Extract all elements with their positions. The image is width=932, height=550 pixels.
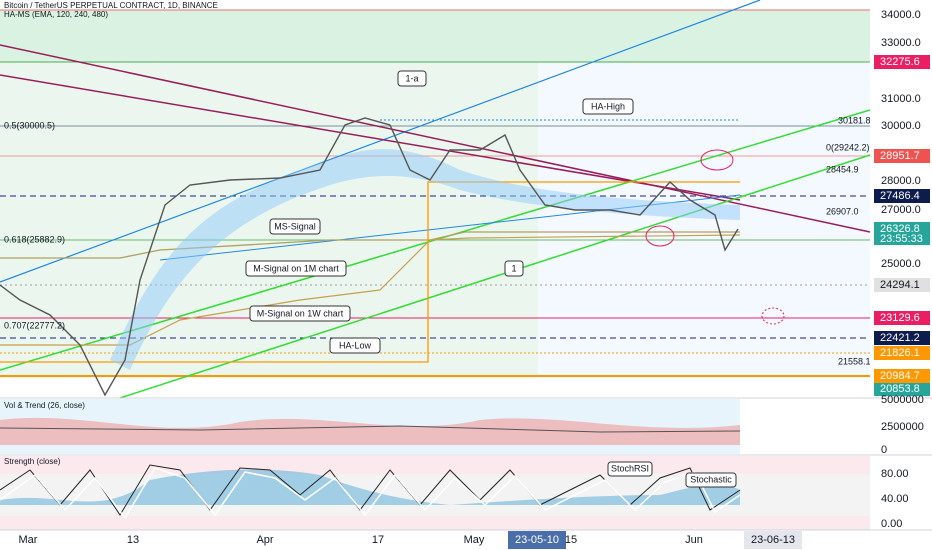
level-label: 0(29242.2)	[826, 142, 870, 152]
trend-line	[0, 44, 871, 233]
badge-text: 22421.2	[880, 332, 920, 344]
callout	[269, 218, 321, 235]
badge	[874, 55, 930, 69]
time-tick: 15	[565, 534, 577, 546]
badge-text: 26326.8	[880, 223, 920, 235]
price-axis	[870, 0, 932, 530]
callout-text: StochRSI	[611, 463, 649, 473]
level-label: 28454.9	[826, 164, 859, 174]
badge	[874, 346, 930, 360]
price-tick: 33000.0	[881, 37, 921, 49]
time-highlight	[508, 531, 566, 549]
badge	[874, 189, 930, 203]
badge	[874, 278, 930, 292]
zone-top	[0, 10, 870, 62]
badge	[874, 331, 930, 345]
fib-label: 0.5(30000.5)	[4, 120, 55, 130]
badge-text: 20853.8	[880, 383, 920, 395]
callout	[607, 461, 653, 477]
fib-label: 0.618(25882.9)	[4, 234, 65, 244]
level-label: 26907.0	[826, 206, 859, 216]
fib-label: 0.707(22777.2)	[4, 320, 65, 330]
badge	[874, 222, 930, 245]
time-tick: Jun	[685, 534, 703, 546]
price-tick: 34000.0	[881, 9, 921, 21]
callout	[329, 337, 381, 354]
time-tick: 13	[127, 534, 139, 546]
callout	[245, 260, 347, 277]
badge-text: 21826.1	[880, 347, 920, 359]
callout	[504, 260, 524, 277]
level-label: 21558.1	[838, 356, 871, 366]
badge-text: 20984.7	[880, 370, 920, 382]
callout-text: M-Signal on 1W chart	[257, 308, 344, 318]
level-label: 30181.8	[838, 115, 871, 125]
badge	[874, 311, 930, 325]
badge-text: 32275.6	[880, 56, 920, 68]
trend-line	[0, 74, 741, 201]
callout	[582, 98, 634, 115]
vol-tick: 0	[881, 444, 887, 456]
time-tick: 17	[372, 534, 384, 546]
callout-text: Stochastic	[690, 474, 732, 484]
pane-title: Strength (close)	[4, 457, 61, 466]
circle-mark	[761, 307, 785, 325]
callout	[397, 70, 427, 87]
time-tick: 23-06-13	[751, 534, 795, 546]
callout-text: MS-Signal	[274, 221, 316, 231]
indicator-title: HA-MS (EMA, 120, 240, 480)	[4, 10, 108, 19]
badge-text: 24294.1	[880, 279, 920, 291]
vol-tick: 5000000	[881, 394, 924, 406]
price-tick: 25000.0	[881, 258, 921, 270]
badge	[874, 149, 930, 163]
zone-left	[0, 62, 538, 378]
stoch-rsi-line	[0, 467, 741, 520]
strength-tick: 40.00	[881, 493, 909, 505]
circle-mark	[700, 149, 734, 171]
callout-text: HA-Low	[339, 340, 372, 350]
circle-mark	[645, 225, 675, 247]
callout-text: HA-High	[591, 101, 625, 111]
time-tick: Mar	[19, 534, 38, 546]
callout-text: M-Signal on 1M chart	[253, 263, 339, 273]
m-signal-1m	[0, 231, 740, 259]
pane-title: Vol & Trend (26, close)	[4, 401, 85, 410]
ms-ribbon	[110, 149, 740, 370]
strength-tick: 80.00	[881, 468, 909, 480]
badge-text: 27486.4	[880, 190, 920, 202]
callout-text: 1	[511, 263, 516, 273]
time-highlight	[744, 531, 802, 549]
price-tick: 31000.0	[881, 93, 921, 105]
vol-area	[0, 417, 740, 445]
callout	[249, 305, 351, 322]
time-tick: Apr	[256, 534, 273, 546]
trend-line	[119, 154, 871, 399]
ha-low-line	[0, 181, 740, 363]
vol-tick: 2500000	[881, 421, 924, 433]
price-tick: 27000.0	[881, 204, 921, 216]
time-tick: May	[464, 534, 485, 546]
trend-line	[0, 0, 761, 283]
price-tick: 28000.0	[881, 175, 921, 187]
badge-text: 23129.6	[880, 312, 920, 324]
badge	[874, 369, 930, 383]
time-tick: 23-05-10	[515, 534, 559, 546]
badge-text: 28951.7	[880, 150, 920, 162]
callout	[685, 472, 737, 488]
strength-tick: 0.00	[881, 518, 902, 530]
price-tick: 30000.0	[881, 120, 921, 132]
price-line	[0, 117, 739, 397]
vol-trend	[0, 425, 741, 433]
badge	[874, 383, 930, 396]
countdown: 23:55:33	[880, 233, 923, 245]
symbol-title: Bitcoin / TetherUS PERPETUAL CONTRACT, 1…	[4, 1, 218, 10]
callout-text: 1-a	[405, 73, 418, 83]
